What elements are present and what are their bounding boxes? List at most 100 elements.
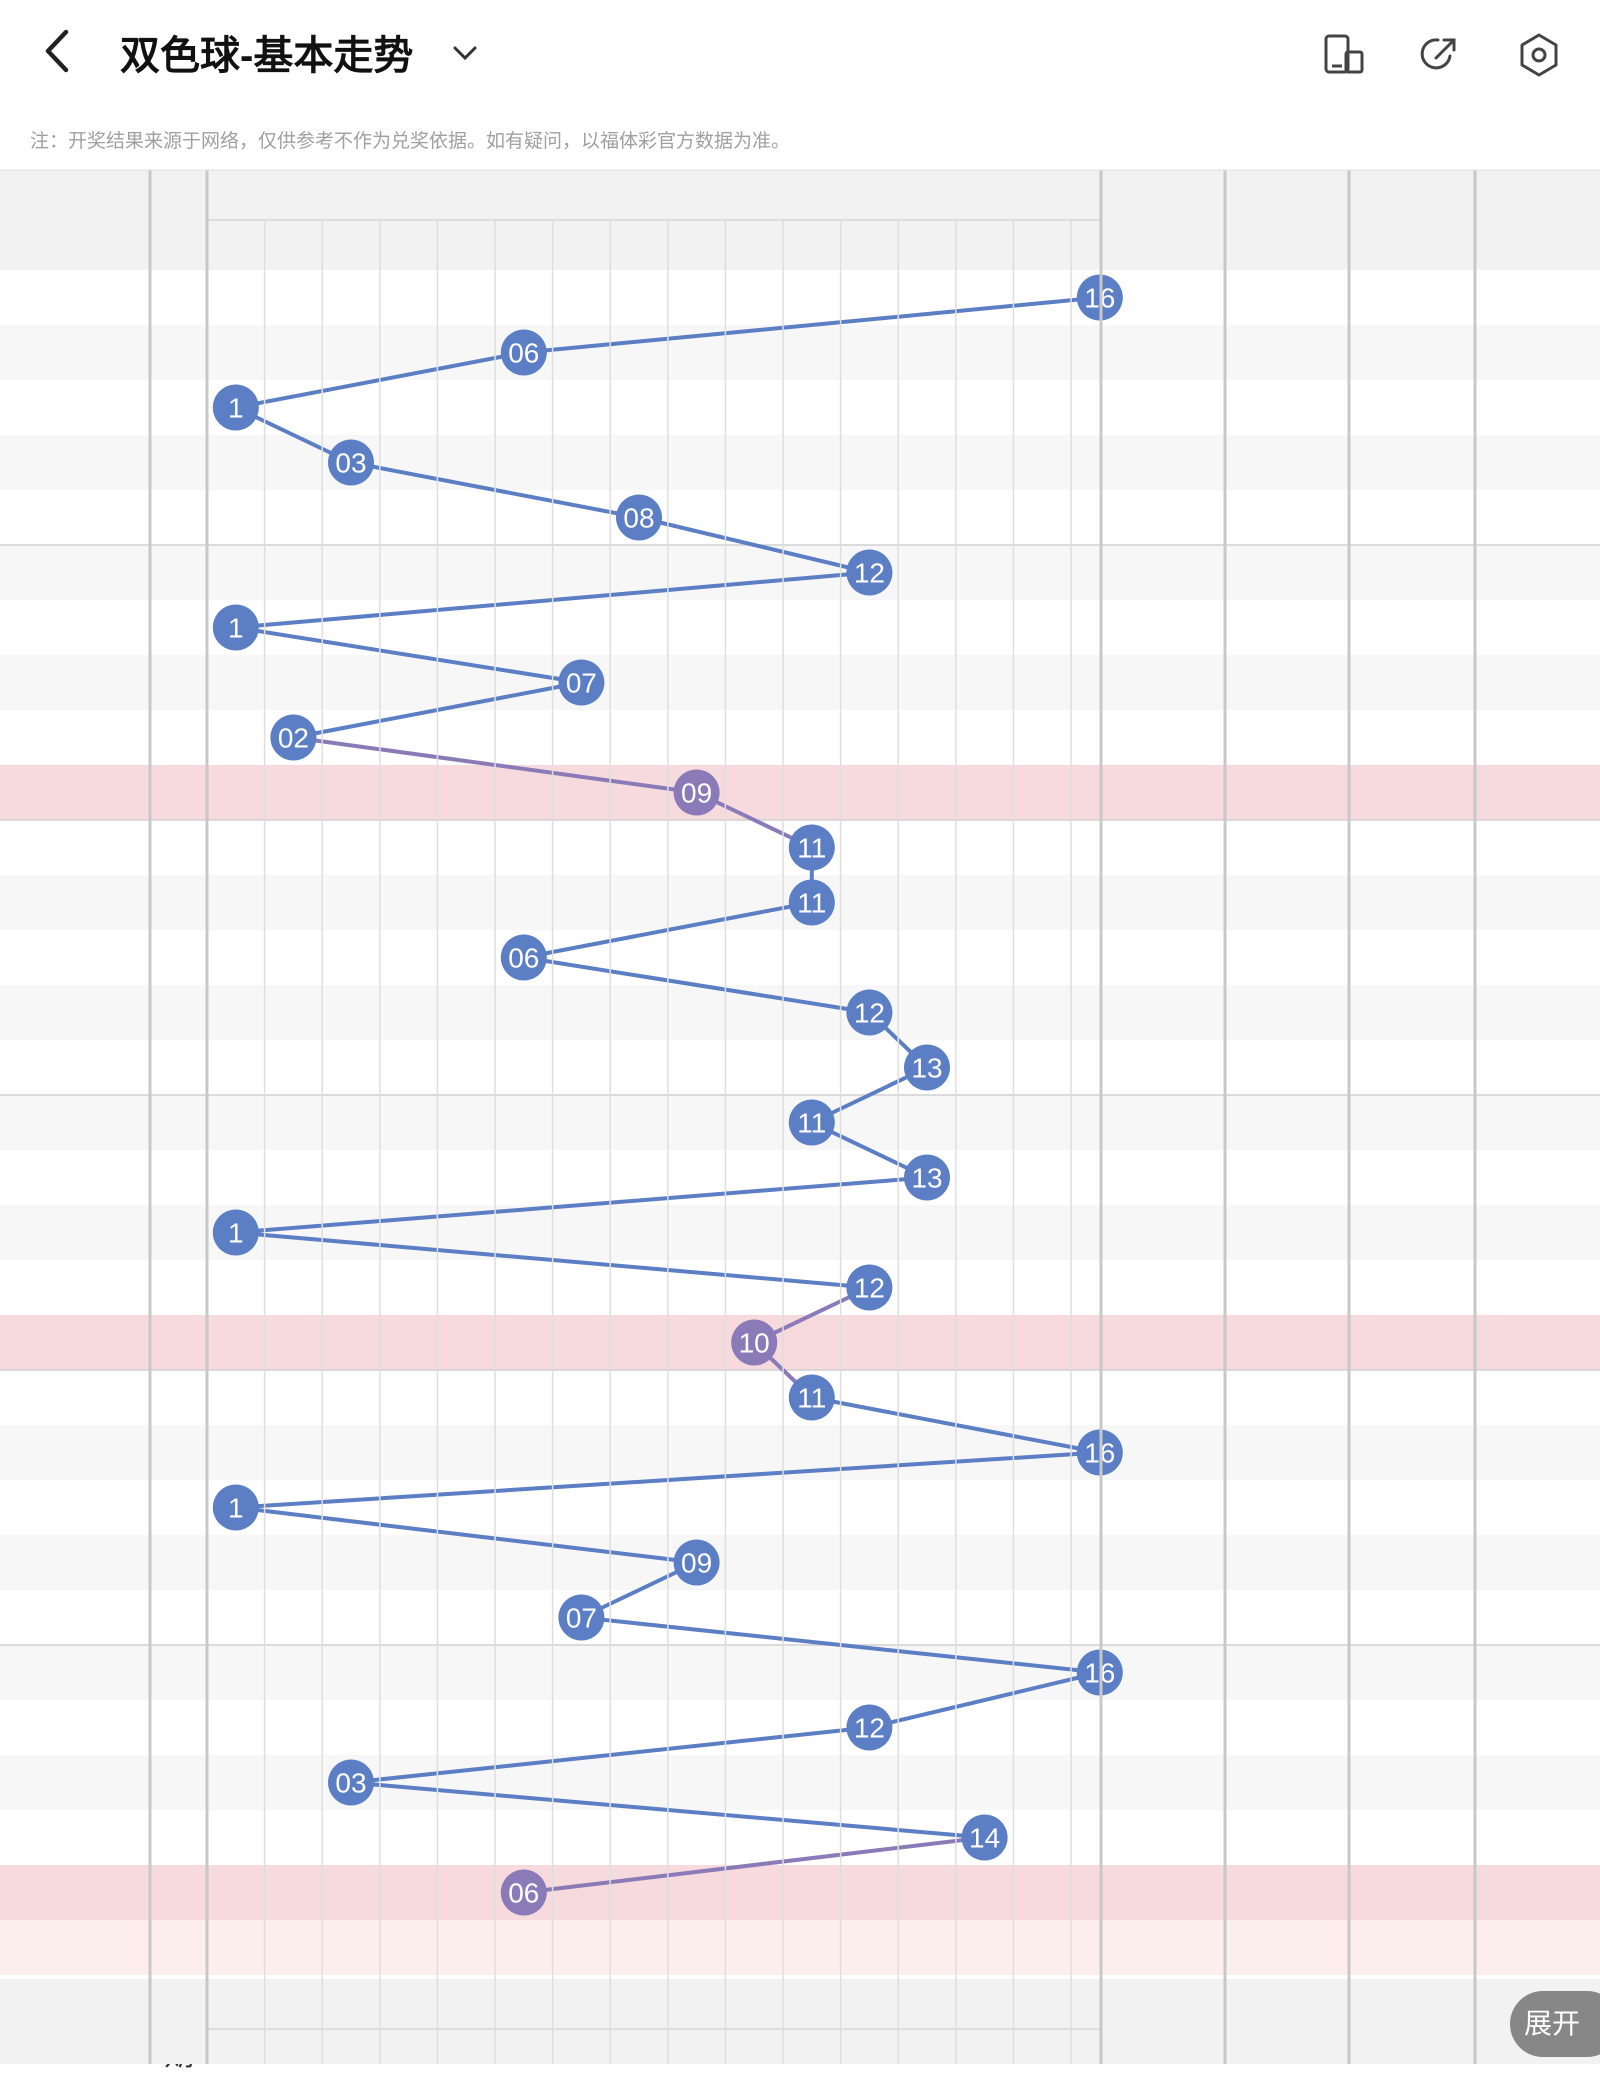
miss-cell: 5 [861, 830, 878, 864]
select-blue-number[interactable]: 04 [391, 1930, 426, 1964]
miss-cell: 4 [573, 885, 590, 919]
miss-cell: 9 [515, 1435, 533, 1469]
miss-cell: 4 [515, 1160, 533, 1194]
footer-period[interactable]: - [70, 2012, 80, 2045]
miss-cell: 8 [803, 1820, 821, 1854]
miss-cell: 15 [334, 1270, 368, 1304]
miss-cell: 6 [861, 885, 878, 919]
span-cell: 30 [1270, 500, 1304, 534]
page-title[interactable]: 双色球-基本走势 [120, 34, 414, 78]
miss-cell: 3 [745, 1490, 763, 1524]
select-blue-number[interactable]: 02 [276, 1930, 311, 1964]
select-blue-number[interactable]: 12 [852, 1930, 887, 1964]
zone-ratio-cell: 3:0:3 [1378, 335, 1446, 369]
expand-button[interactable]: 展开 [1510, 1991, 1600, 2057]
select-blue-number[interactable]: 13 [910, 1930, 944, 1964]
sort-icon[interactable] [97, 202, 113, 238]
miss-cell: 10 [276, 1270, 311, 1304]
miss-cell: 7 [573, 500, 590, 534]
odd-even-cell: 4:2 [1517, 280, 1560, 314]
select-blue-number[interactable]: 14 [967, 1930, 1002, 1964]
miss-cell: 26 [1025, 1655, 1059, 1689]
miss-cell: 54 [391, 1875, 426, 1909]
odd-even-cell: 3:3 [1477, 1427, 1600, 1478]
select-blue-number[interactable]: 07 [564, 1930, 599, 1964]
chevron-left-icon[interactable] [38, 26, 88, 86]
miss-cell: 44 [391, 1325, 426, 1359]
column-period[interactable]: 期次 [0, 170, 150, 270]
miss-cell: 32 [391, 665, 426, 699]
miss-cell: 15 [449, 445, 483, 479]
miss-cell: 3 [285, 885, 302, 919]
miss-cell: 19 [737, 940, 771, 974]
miss-cell: 2 [515, 280, 533, 314]
miss-cell: 3 [688, 1710, 705, 1744]
miss-cell: 19 [449, 665, 483, 699]
period-cell: 25035 [33, 610, 117, 644]
period-cell: 25037 [33, 720, 117, 754]
miss-cell: 23 [334, 1710, 368, 1744]
column-odd-even: 奇偶比 [1492, 207, 1583, 240]
blue-number-header: 04 [391, 2037, 426, 2070]
miss-cell: 53 [391, 1820, 426, 1854]
select-blue-number[interactable]: 09 [679, 1930, 714, 1964]
chevron-down-icon[interactable] [450, 30, 480, 96]
miss-cell: 56 [910, 885, 944, 919]
miss-cell: 1 [515, 995, 533, 1029]
miss-cell: 27 [391, 390, 426, 424]
select-blue-number[interactable]: 10 [737, 1930, 771, 1964]
select-blue-number[interactable]: 16 [1083, 1930, 1117, 1964]
miss-cell: 4 [515, 555, 533, 589]
select-blue-number[interactable]: 1 [227, 1930, 245, 1964]
period-cell: 25033 [33, 500, 117, 534]
miss-cell: 13 [679, 1490, 714, 1524]
settings-icon[interactable] [1514, 30, 1564, 80]
zone-ratio-cell: 5:1:0 [1378, 1875, 1446, 1909]
span-cell: 20 [1270, 1545, 1304, 1579]
blue-number-header: 06 [507, 2037, 541, 2070]
miss-cell: 12 [1025, 885, 1059, 919]
miss-cell: 17 [967, 775, 1002, 809]
miss-cell: 22 [622, 1710, 656, 1744]
sum-cell: 122 [1137, 995, 1189, 1029]
select-blue-number[interactable]: 08 [622, 1930, 656, 1964]
select-numbers[interactable]: 选号 [0, 1920, 208, 1975]
radio-circle-icon[interactable] [49, 1925, 87, 1971]
blue-number-header: 14 [967, 228, 1002, 261]
period-cell: 25052 [33, 1545, 117, 1579]
blue-number-header: 11 [796, 228, 828, 261]
miss-cell: 2 [231, 1325, 249, 1359]
span-cell: 26 [1270, 1820, 1304, 1854]
share-icon[interactable] [1414, 30, 1464, 80]
miss-cell: 6 [573, 995, 590, 1029]
column-weekday-bottom: 期 [164, 2039, 194, 2072]
phone-layout-icon[interactable] [1318, 30, 1368, 80]
select-blue-number[interactable]: 11 [796, 1930, 828, 1964]
miss-cell: 9 [918, 1655, 936, 1689]
miss-cell: 28 [449, 1160, 483, 1194]
select-blue-number[interactable]: 05 [449, 1930, 483, 1964]
miss-cell: 17 [737, 830, 771, 864]
miss-cell: 7 [342, 830, 360, 864]
miss-cell: 37 [391, 940, 426, 974]
miss-cell: 11 [565, 1270, 597, 1304]
select-blue-number[interactable]: 06 [507, 1930, 541, 1964]
miss-cell: 40 [449, 1820, 483, 1854]
miss-cell: 3 [918, 1325, 936, 1359]
miss-cell: 57 [910, 940, 944, 974]
span-cell: 26 [1270, 995, 1304, 1029]
miss-cell: 3 [803, 1545, 821, 1579]
miss-cell: 2 [1033, 335, 1051, 369]
select-blue-number[interactable]: 15 [1025, 1930, 1059, 1964]
miss-cell: 9 [515, 830, 533, 864]
miss-cell: 20 [334, 1545, 368, 1579]
miss-cell: 52 [910, 665, 944, 699]
miss-cell: 2 [342, 1875, 360, 1909]
miss-cell: 13 [1025, 940, 1059, 974]
miss-cell: 3 [573, 280, 590, 314]
zone-ratio-cell: 2:2:2 [1351, 932, 1473, 983]
miss-cell: 23 [737, 1160, 771, 1194]
odd-even-cell: 3:3 [1477, 1152, 1600, 1203]
select-blue-number[interactable]: 03 [334, 1930, 368, 1964]
sum-cell: 124 [1137, 280, 1189, 314]
